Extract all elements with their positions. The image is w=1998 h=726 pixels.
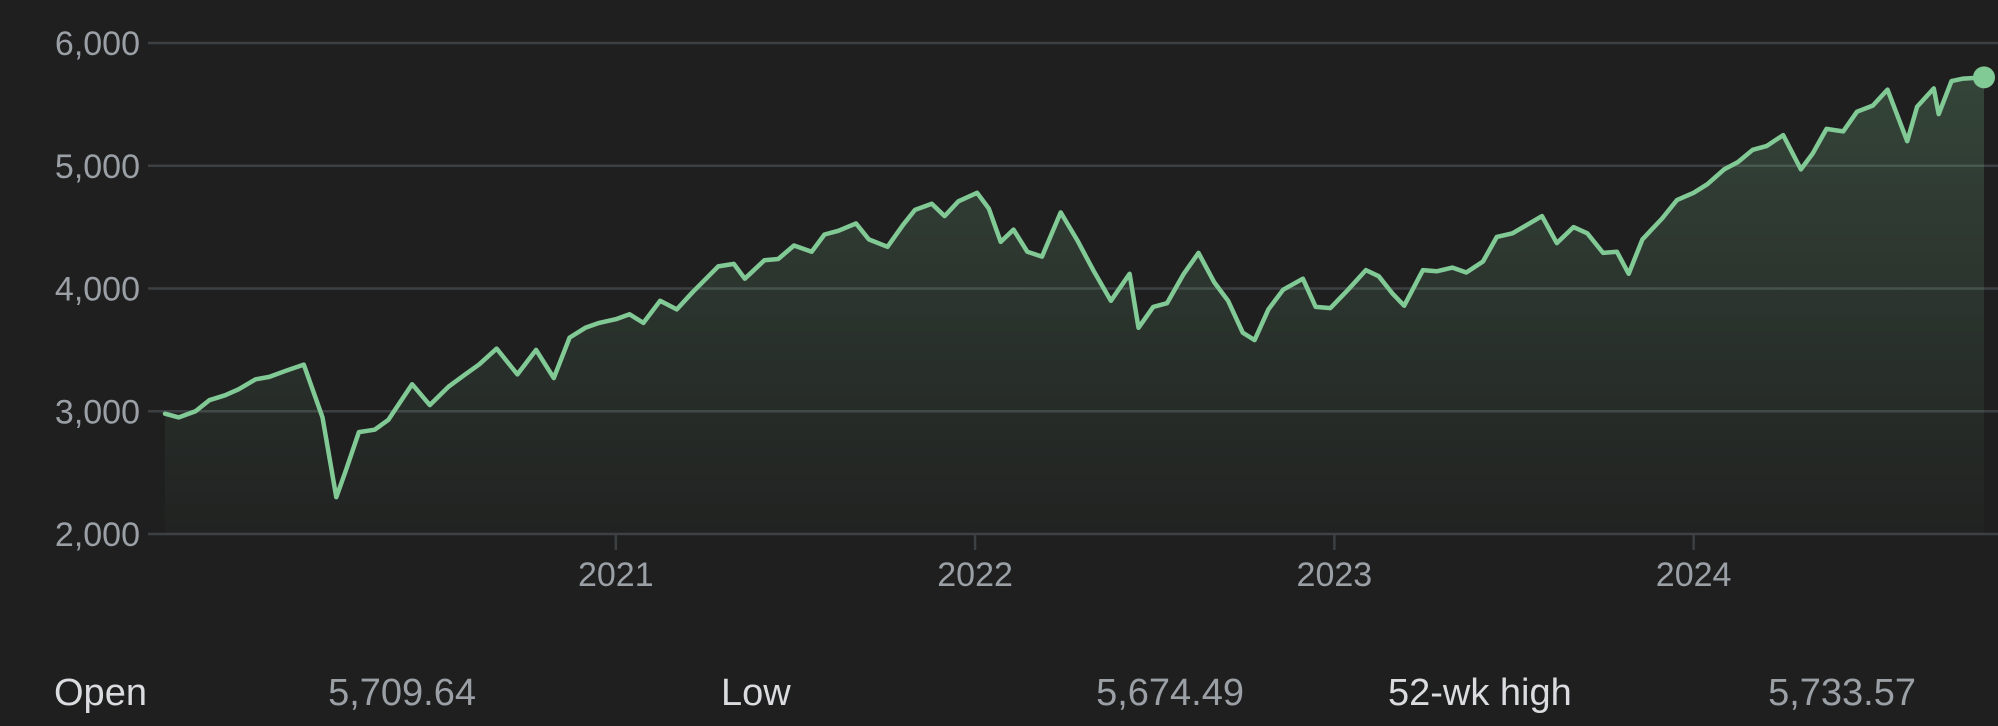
series-line	[162, 75, 1987, 500]
stat-label-low: Low	[721, 672, 791, 714]
y-tick-label: 6,000	[55, 25, 140, 63]
stat-value-low: 5,674.49	[1096, 672, 1244, 714]
x-tick-label: 2021	[578, 556, 654, 594]
y-tick-label: 3,000	[55, 393, 140, 431]
price-chart[interactable]: 2,000 3,000 4,000 5,000 6,000 2021 2022 2023 202…	[0, 0, 1998, 620]
y-tick-label: 5,000	[55, 148, 140, 186]
tick-layer: 2,000 3,000 4,000 5,000 6,000 2021 2022 2023 202…	[55, 25, 1732, 594]
x-tick-label: 2023	[1297, 556, 1373, 594]
x-tick-label: 2022	[937, 556, 1013, 594]
stat-label-open: Open	[54, 672, 147, 714]
price-chart-svg: 2,000 3,000 4,000 5,000 6,000 2021 2022 2023 202…	[55, 25, 1998, 594]
stat-value-52wk-high: 5,733.57	[1768, 672, 1916, 714]
y-tick-label: 4,000	[55, 271, 140, 309]
stat-label-52wk-high: 52-wk high	[1388, 672, 1572, 714]
area-layer	[165, 77, 1984, 535]
latest-point-marker[interactable]	[1973, 66, 1995, 89]
y-tick-label: 2,000	[55, 516, 140, 554]
stats-row: Open 5,709.64 Low 5,674.49 52-wk high 5,…	[0, 660, 1998, 726]
area-fill	[165, 77, 1984, 535]
x-tick-label: 2024	[1656, 556, 1732, 594]
line-layer	[162, 66, 1995, 500]
stat-value-open: 5,709.64	[328, 672, 476, 714]
